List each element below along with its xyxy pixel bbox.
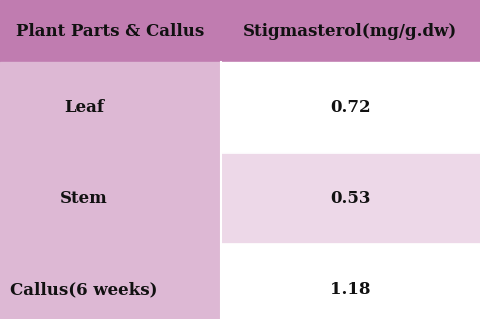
Bar xyxy=(0,62,221,153)
Bar xyxy=(221,244,480,319)
Text: Stigmasterol(mg/g.dw): Stigmasterol(mg/g.dw) xyxy=(243,23,457,40)
Bar xyxy=(221,62,480,153)
Text: 1.18: 1.18 xyxy=(330,281,371,298)
Text: Callus(6 weeks): Callus(6 weeks) xyxy=(10,281,157,298)
Text: Leaf: Leaf xyxy=(64,99,104,116)
Text: 0.53: 0.53 xyxy=(330,190,371,207)
Text: Plant Parts & Callus: Plant Parts & Callus xyxy=(16,23,204,40)
Bar xyxy=(0,153,221,244)
Text: Stem: Stem xyxy=(60,190,108,207)
Bar xyxy=(0,244,221,319)
Bar xyxy=(0,0,480,62)
Bar xyxy=(221,153,480,244)
Text: 0.72: 0.72 xyxy=(330,99,371,116)
